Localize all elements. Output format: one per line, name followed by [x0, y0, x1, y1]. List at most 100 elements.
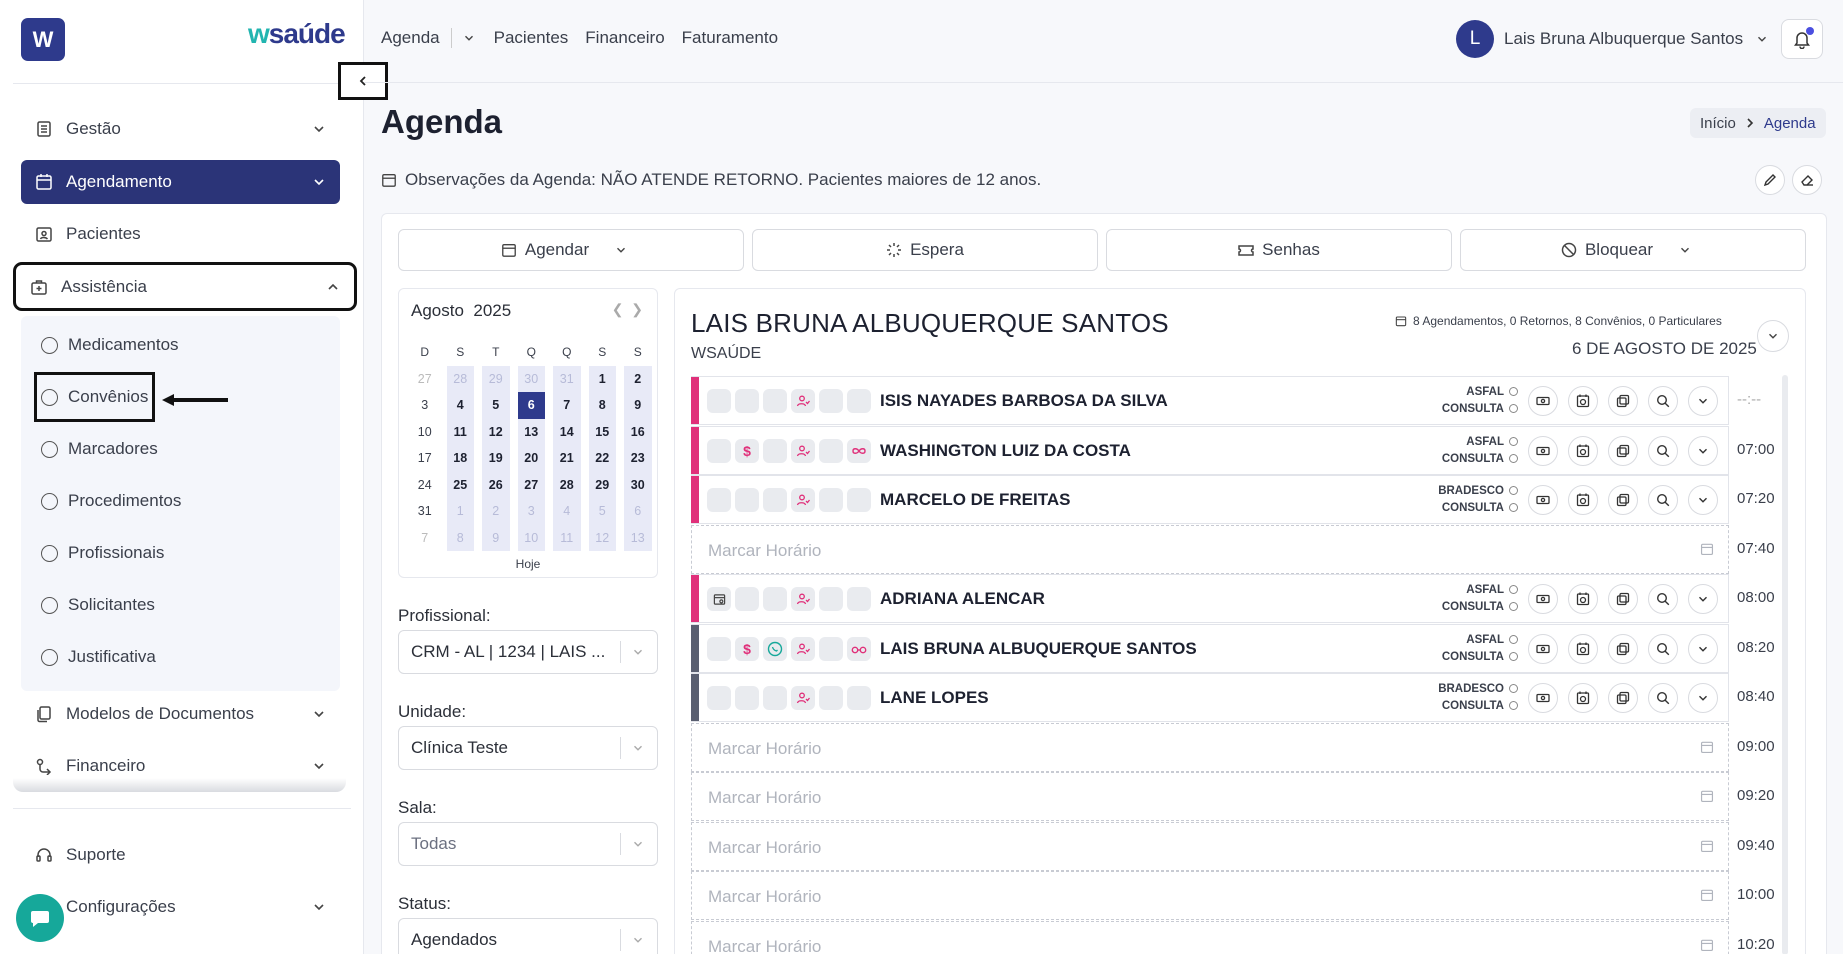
calendar-day[interactable]: 14 — [553, 418, 581, 445]
user-menu[interactable]: L Lais Bruna Albuquerque Santos — [1456, 20, 1769, 58]
calendar-day[interactable]: 4 — [553, 498, 581, 525]
topnav-agenda[interactable]: Agenda — [381, 28, 440, 47]
sidebar-item-assistencia[interactable]: Assistência — [13, 262, 357, 311]
chevron-right-icon[interactable]: ❯ — [631, 301, 643, 317]
appointment-row[interactable]: LANE LOPES BRADESCO CONSULTA — [691, 673, 1729, 722]
free-slot[interactable]: Marcar Horário — [691, 821, 1729, 871]
free-slot[interactable]: Marcar Horário — [691, 722, 1729, 772]
profissional-select[interactable]: CRM - AL | 1234 | LAIS ... — [398, 630, 658, 674]
whatsapp-icon[interactable] — [763, 636, 787, 661]
infinity-icon[interactable] — [847, 438, 871, 463]
sala-select[interactable]: Todas — [398, 822, 658, 866]
calendar-day[interactable]: 6 — [624, 498, 652, 525]
chevron-down-button[interactable] — [1688, 683, 1718, 713]
calendar-day[interactable]: 3 — [421, 398, 429, 412]
calendar-day[interactable]: 5 — [588, 498, 616, 525]
user-check-icon[interactable] — [791, 389, 815, 413]
search-button[interactable] — [1648, 633, 1678, 664]
espera-button[interactable]: Espera — [752, 229, 1098, 271]
chevron-left-icon[interactable]: ❮ — [611, 301, 624, 317]
appointment-row[interactable]: ISIS NAYADES BARBOSA DA SILVA ASFAL CONSUL… — [691, 376, 1729, 425]
free-slot[interactable]: Marcar Horário — [691, 920, 1729, 954]
calendar-clock-button[interactable] — [1568, 386, 1598, 416]
calendar-day[interactable]: 21 — [553, 445, 581, 472]
calendar-day[interactable]: 31 — [553, 365, 581, 392]
breadcrumb-home[interactable]: Início — [1700, 114, 1736, 132]
calendar-day[interactable]: 19 — [482, 445, 510, 472]
calendar-clock-button[interactable] — [1568, 584, 1598, 614]
user-check-icon[interactable] — [791, 488, 815, 512]
marker-slot[interactable] — [707, 636, 731, 661]
cash-button[interactable] — [1528, 633, 1558, 664]
patient-name[interactable]: ISIS NAYADES BARBOSA DA SILVA — [880, 391, 1168, 410]
marker-slot[interactable] — [707, 488, 731, 512]
calendar-day[interactable]: 10 — [417, 424, 432, 439]
chevron-down-button[interactable] — [1688, 584, 1718, 614]
marker-slot[interactable] — [707, 686, 731, 710]
calendar-day[interactable]: 17 — [417, 451, 432, 465]
calendar-clock-button[interactable] — [1568, 435, 1598, 466]
chevron-down-icon[interactable] — [599, 243, 633, 257]
app-logo[interactable]: W — [21, 18, 65, 61]
marker-slot[interactable] — [819, 389, 843, 413]
marker-slot[interactable] — [847, 488, 871, 512]
marker-slot[interactable] — [763, 488, 787, 512]
marker-slot[interactable] — [819, 636, 843, 661]
calendar-clock-button[interactable] — [1568, 485, 1598, 515]
cash-button[interactable] — [1528, 584, 1558, 614]
calendar-today-button[interactable]: Hoje — [515, 557, 541, 571]
calendar-day[interactable]: 20 — [517, 445, 545, 472]
senhas-button[interactable]: Senhas — [1106, 229, 1452, 271]
calendar-day[interactable]: 29 — [588, 471, 616, 498]
cash-button[interactable] — [1528, 386, 1558, 416]
sidebar-item-modelos-documentos[interactable]: Modelos de Documentos — [21, 692, 340, 736]
calendar-day[interactable]: 8 — [446, 524, 474, 551]
notifications-button[interactable] — [1781, 19, 1823, 59]
patient-name[interactable]: WASHINGTON LUIZ DA COSTA — [880, 440, 1131, 460]
marker-slot[interactable] — [763, 587, 787, 611]
calendar-day[interactable]: 1 — [446, 498, 474, 525]
calendar-day[interactable]: 2 — [482, 498, 510, 525]
marker-slot[interactable] — [847, 587, 871, 611]
sidebar-item-gestao[interactable]: Gestão — [21, 107, 340, 151]
submenu-item-solicitantes[interactable]: Solicitantes — [41, 587, 155, 623]
calendar-day[interactable]: 12 — [482, 418, 510, 445]
submenu-item-marcadores[interactable]: Marcadores — [41, 431, 158, 467]
copy-button[interactable] — [1608, 435, 1638, 466]
copy-button[interactable] — [1608, 485, 1638, 515]
marker-slot[interactable] — [735, 488, 759, 512]
sidebar-item-pacientes[interactable]: Pacientes — [21, 212, 340, 256]
marker-slot[interactable] — [819, 587, 843, 611]
marker-slot[interactable] — [819, 488, 843, 512]
calendar-day[interactable]: 27 — [517, 471, 545, 498]
calendar-clock-button[interactable] — [1568, 683, 1598, 713]
appointment-row[interactable]: MARCELO DE FREITAS BRADESCO CONSULTA — [691, 475, 1729, 524]
clear-observations-button[interactable] — [1792, 165, 1822, 195]
calendar-day[interactable]: 30 — [517, 365, 545, 392]
calendar-day[interactable]: 30 — [624, 471, 652, 498]
marker-slot[interactable] — [763, 389, 787, 413]
calendar-day[interactable]: 3 — [517, 498, 545, 525]
bloquear-button[interactable]: Bloquear — [1460, 229, 1806, 271]
calendar-day[interactable]: 6 — [517, 392, 545, 419]
marker-slot[interactable] — [707, 389, 731, 413]
marker-slot[interactable] — [735, 587, 759, 611]
patient-name[interactable]: MARCELO DE FREITAS — [880, 490, 1071, 509]
calendar-day[interactable]: 13 — [517, 418, 545, 445]
copy-button[interactable] — [1608, 386, 1638, 416]
calendar-day[interactable]: 31 — [417, 504, 432, 518]
appointment-row[interactable]: $ WASHINGTON LUIZ DA COSTA ASFAL CONSULTA — [691, 425, 1729, 475]
user-check-icon[interactable] — [791, 686, 815, 710]
marker-slot[interactable] — [819, 686, 843, 710]
unidade-select[interactable]: Clínica Teste — [398, 726, 658, 770]
status-select[interactable]: Agendados — [398, 918, 658, 954]
marker-slot[interactable] — [707, 438, 731, 463]
topnav-financeiro[interactable]: Financeiro — [585, 28, 665, 47]
search-button[interactable] — [1648, 683, 1678, 713]
calendar-day[interactable]: 10 — [517, 524, 545, 551]
user-check-icon[interactable] — [791, 438, 815, 463]
calendar-day[interactable]: 8 — [588, 392, 616, 419]
marker-slot[interactable] — [847, 686, 871, 710]
edit-observations-button[interactable] — [1755, 165, 1785, 195]
calendar-day[interactable]: 16 — [624, 418, 652, 445]
